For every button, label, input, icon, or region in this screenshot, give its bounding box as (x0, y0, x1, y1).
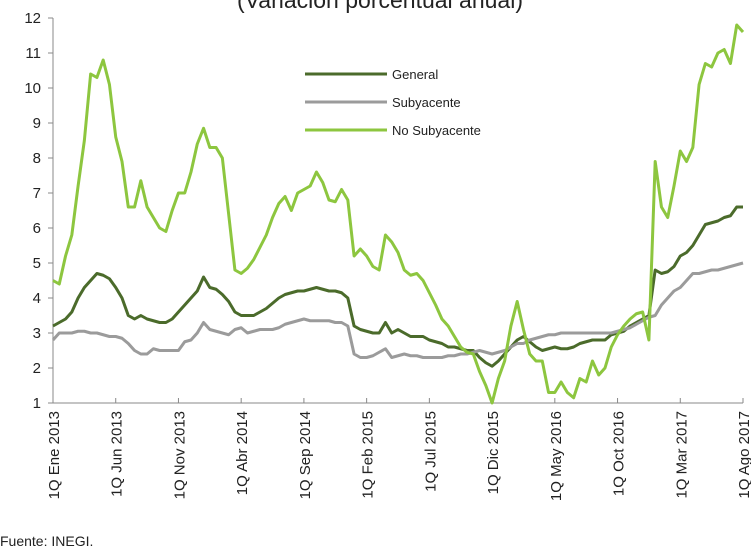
legend-label: Subyacente (392, 95, 461, 110)
source-note: Fuente: INEGI. (0, 533, 93, 549)
y-tick-label: 8 (33, 150, 41, 167)
y-tick-label: 11 (25, 45, 41, 62)
x-tick-label: 1Q Abr 2014 (234, 411, 251, 495)
y-tick-label: 2 (33, 360, 41, 377)
x-tick-label: 1Q Dic 2015 (485, 411, 502, 494)
x-tick-label: 1Q Oct 2016 (611, 411, 628, 496)
chart-title: (Variación porcentual anual) (237, 0, 523, 13)
line-series (52, 23, 745, 405)
y-tick-label: 5 (33, 255, 41, 272)
x-tick-label: 1Q Ago 2017 (736, 411, 751, 499)
line-series (52, 205, 743, 368)
y-tick-label: 6 (33, 220, 41, 237)
x-tick-label: 1Q Feb 2015 (360, 411, 377, 499)
legend-label: No Subyacente (392, 123, 481, 138)
x-tick-label: 1Q May 2016 (548, 411, 565, 501)
x-tick-label: 1Q Ene 2013 (46, 411, 63, 499)
line-series (51, 261, 744, 359)
x-tick-label: 1Q Jun 2013 (109, 411, 126, 497)
y-tick-label: 7 (33, 185, 41, 202)
y-tick-label: 12 (24, 10, 41, 27)
y-tick-label: 3 (33, 325, 41, 342)
x-tick-label: 1Q Jul 2015 (422, 411, 439, 492)
legend-label: General (392, 67, 438, 82)
x-tick-label: 1Q Mar 2017 (673, 411, 690, 499)
x-tick-label: 1Q Sep 2014 (297, 411, 314, 499)
y-tick-label: 9 (33, 115, 41, 132)
y-tick-label: 10 (24, 80, 41, 97)
x-tick-label: 1Q Nov 2013 (171, 411, 188, 499)
y-tick-label: 4 (33, 290, 41, 307)
y-tick-label: 1 (33, 395, 41, 412)
